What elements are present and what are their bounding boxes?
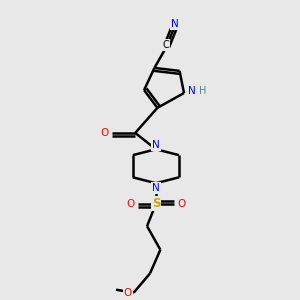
Text: O: O [126,199,134,209]
Text: O: O [124,288,132,298]
Text: C: C [163,40,169,50]
Text: S: S [152,197,160,210]
Text: O: O [100,128,108,138]
Text: N: N [152,183,160,193]
Text: N: N [171,20,179,29]
Text: H: H [199,86,206,96]
Text: O: O [178,199,186,209]
Text: N: N [152,140,160,150]
Text: N: N [188,86,196,96]
